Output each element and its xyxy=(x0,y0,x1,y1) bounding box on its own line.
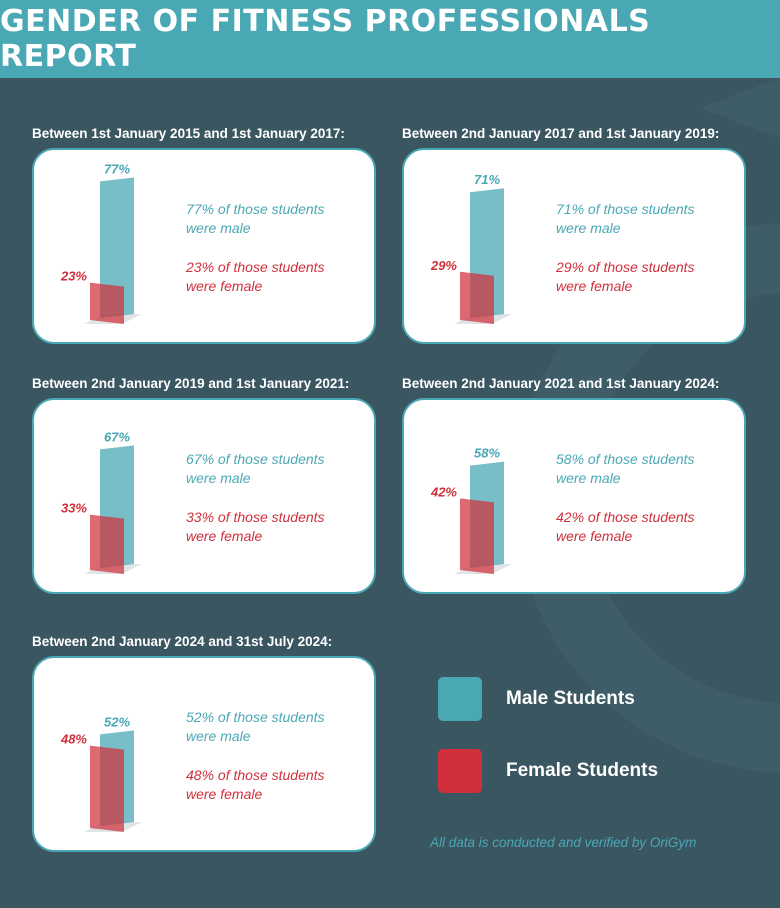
data-label-male: 67% xyxy=(104,429,130,444)
female-description-line-1: 42% of those students xyxy=(556,509,695,525)
female-description: 42% of those students were female xyxy=(556,508,746,546)
chart-title: Between 2nd January 2021 and 1st January… xyxy=(402,376,720,391)
chart-card: 52% 48% 52% of those students were male 48% … xyxy=(32,656,376,852)
chart-card: 71% 29% 71% of those students were male 29% … xyxy=(402,148,746,344)
bar-chart: 52% 48% xyxy=(60,714,142,832)
bar-female xyxy=(460,498,494,574)
header-banner: GENDER OF FITNESS PROFESSIONALS REPORT xyxy=(0,0,780,78)
data-label-male: 77% xyxy=(104,161,130,176)
female-description: 48% of those students were female xyxy=(186,766,376,804)
bar-chart: 67% 33% xyxy=(61,429,142,574)
chart-title: Between 1st January 2015 and 1st January… xyxy=(32,126,345,141)
female-description: 33% of those students were female xyxy=(186,508,376,546)
bar-chart: 58% 42% xyxy=(430,446,512,574)
male-description-line-1: 52% of those students xyxy=(186,709,325,725)
female-description: 23% of those students were female xyxy=(186,258,376,296)
female-description-line-2: were female xyxy=(186,528,263,544)
male-description-line-1: 71% of those students xyxy=(556,201,695,217)
chart-card: 77% 23% 77% of those students were male 23% … xyxy=(32,148,376,344)
female-description-line-2: were female xyxy=(556,528,633,544)
female-description: 29% of those students were female xyxy=(556,258,746,296)
female-description-line-1: 29% of those students xyxy=(556,259,695,275)
male-description-line-2: were male xyxy=(186,470,251,486)
bar-male xyxy=(100,177,134,318)
male-description: 71% of those students were male xyxy=(556,200,746,238)
female-description-line-1: 23% of those students xyxy=(186,259,325,275)
data-label-male: 52% xyxy=(104,714,130,729)
female-description-line-2: were female xyxy=(556,278,633,294)
footnote: All data is conducted and verified by Or… xyxy=(430,835,697,850)
male-description: 67% of those students were male xyxy=(186,450,376,488)
data-label-female: 33% xyxy=(61,501,87,516)
bar-female xyxy=(460,271,494,324)
data-label-female: 42% xyxy=(430,484,457,499)
legend-label-female: Female Students xyxy=(506,760,659,781)
bar-female xyxy=(90,514,124,574)
chart-card: 67% 33% 67% of those students were male 33% … xyxy=(32,398,376,594)
data-label-male: 58% xyxy=(474,446,500,461)
bar-female xyxy=(90,745,124,832)
male-description: 77% of those students were male xyxy=(186,200,376,238)
chart-title: Between 2nd January 2017 and 1st January… xyxy=(402,126,720,141)
female-description-line-2: were female xyxy=(186,278,263,294)
legend-swatch-female xyxy=(438,749,482,793)
page-title: GENDER OF FITNESS PROFESSIONALS REPORT xyxy=(0,4,651,74)
legend-swatch-male xyxy=(438,677,482,721)
data-label-female: 29% xyxy=(430,258,457,273)
female-description-line-2: were female xyxy=(186,786,263,802)
bar-chart: 77% 23% xyxy=(60,161,142,324)
male-description-line-1: 67% of those students xyxy=(186,451,325,467)
chart-title: Between 2nd January 2019 and 1st January… xyxy=(32,376,350,391)
legend-item-male: Male Students xyxy=(438,677,635,721)
bar-female xyxy=(90,282,124,324)
female-description-line-1: 33% of those students xyxy=(186,509,325,525)
chart-title: Between 2nd January 2024 and 31st July 2… xyxy=(32,634,333,649)
data-label-female: 48% xyxy=(60,732,87,747)
legend-item-female: Female Students xyxy=(438,749,658,793)
data-label-male: 71% xyxy=(474,172,500,187)
male-description-line-1: 77% of those students xyxy=(186,201,325,217)
male-description: 58% of those students were male xyxy=(556,450,746,488)
male-description-line-2: were male xyxy=(186,728,251,744)
male-description-line-2: were male xyxy=(186,220,251,236)
male-description-line-2: were male xyxy=(556,470,621,486)
male-description: 52% of those students were male xyxy=(186,708,376,746)
male-description-line-2: were male xyxy=(556,220,621,236)
female-description-line-1: 48% of those students xyxy=(186,767,325,783)
chart-card: 58% 42% 58% of those students were male 42% … xyxy=(402,398,746,594)
male-description-line-1: 58% of those students xyxy=(556,451,695,467)
data-label-female: 23% xyxy=(60,269,87,284)
legend-label-male: Male Students xyxy=(506,688,635,709)
bar-chart: 71% 29% xyxy=(430,172,512,324)
